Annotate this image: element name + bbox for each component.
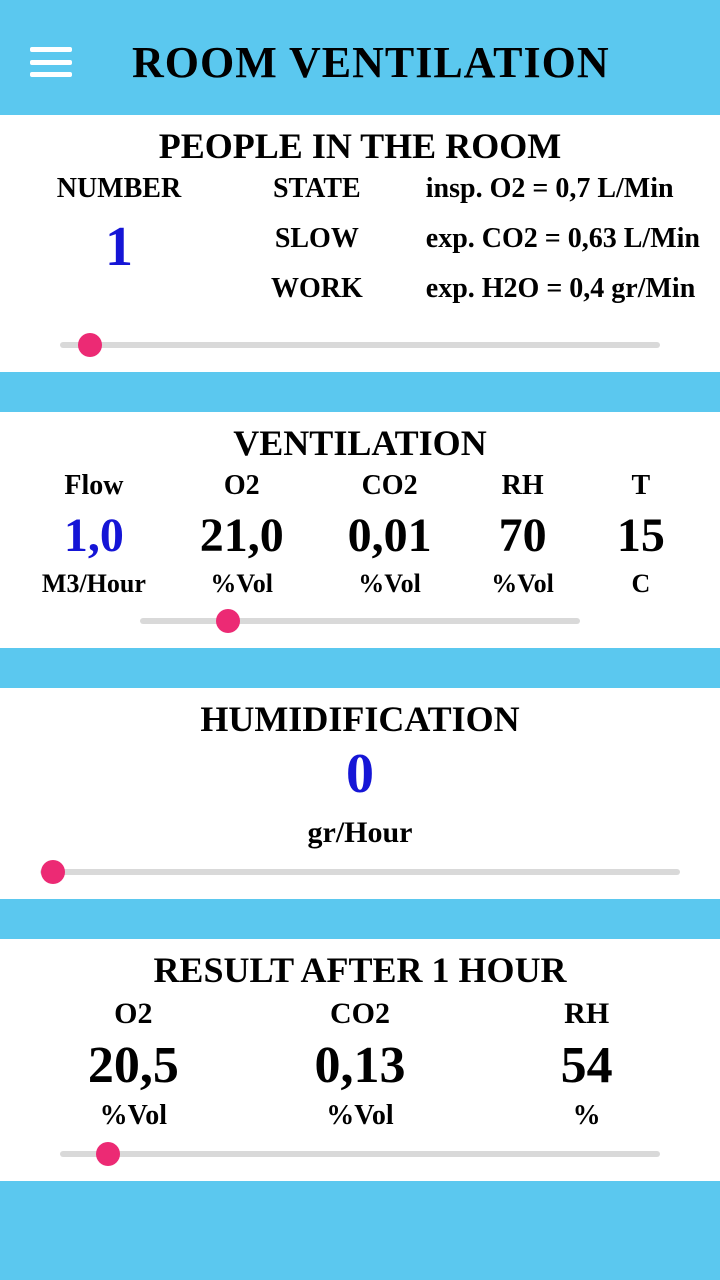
o2-unit: %Vol — [168, 569, 316, 599]
humidification-slider[interactable] — [40, 860, 680, 884]
result-rh-label: RH — [473, 997, 700, 1031]
rh-unit: %Vol — [463, 569, 581, 599]
result-co2-value: 0,13 — [247, 1037, 474, 1094]
result-title: RESULT AFTER 1 HOUR — [20, 949, 700, 991]
state-work[interactable]: WORK — [218, 273, 416, 305]
state-label: STATE — [218, 173, 416, 205]
people-section: PEOPLE IN THE ROOM NUMBER 1 STATE SLOW W… — [0, 115, 720, 372]
ventilation-slider-thumb[interactable] — [216, 609, 240, 633]
result-slider-thumb[interactable] — [96, 1142, 120, 1166]
result-rh-value: 54 — [473, 1037, 700, 1094]
flow-label: Flow — [20, 470, 168, 502]
humidification-unit: gr/Hour — [20, 816, 700, 850]
people-slider-thumb[interactable] — [78, 333, 102, 357]
humidification-value: 0 — [20, 746, 700, 802]
ventilation-title: VENTILATION — [20, 422, 700, 464]
ventilation-section: VENTILATION Flow 1,0 M3/Hour O2 21,0 %Vo… — [0, 412, 720, 648]
people-slider[interactable] — [60, 333, 660, 357]
number-label: NUMBER — [20, 173, 218, 205]
number-value: 1 — [20, 219, 218, 275]
result-co2-label: CO2 — [247, 997, 474, 1031]
app-header: ROOM VENTILATION — [0, 0, 720, 125]
result-o2-value: 20,5 — [20, 1037, 247, 1094]
t-value: 15 — [582, 510, 700, 563]
result-rh-unit: % — [473, 1100, 700, 1132]
t-label: T — [582, 470, 700, 502]
result-section: RESULT AFTER 1 HOUR O2 20,5 %Vol CO2 0,1… — [0, 939, 720, 1181]
humidification-slider-thumb[interactable] — [41, 860, 65, 884]
app-title: ROOM VENTILATION — [132, 37, 610, 88]
ventilation-slider[interactable] — [140, 609, 580, 633]
exp-h2o: exp. H2O = 0,4 gr/Min — [426, 273, 700, 305]
rh-value: 70 — [463, 510, 581, 563]
state-slow[interactable]: SLOW — [218, 223, 416, 255]
flow-value: 1,0 — [20, 510, 168, 563]
result-slider[interactable] — [60, 1142, 660, 1166]
humidification-section: HUMIDIFICATION 0 gr/Hour — [0, 688, 720, 899]
exp-co2: exp. CO2 = 0,63 L/Min — [426, 223, 700, 255]
o2-value: 21,0 — [168, 510, 316, 563]
rh-label: RH — [463, 470, 581, 502]
result-o2-label: O2 — [20, 997, 247, 1031]
flow-unit: M3/Hour — [20, 569, 168, 599]
menu-icon[interactable] — [30, 47, 72, 77]
co2-unit: %Vol — [316, 569, 464, 599]
result-o2-unit: %Vol — [20, 1100, 247, 1132]
insp-o2: insp. O2 = 0,7 L/Min — [426, 173, 700, 205]
o2-label: O2 — [168, 470, 316, 502]
humidification-title: HUMIDIFICATION — [20, 698, 700, 740]
co2-value: 0,01 — [316, 510, 464, 563]
people-title: PEOPLE IN THE ROOM — [20, 125, 700, 167]
result-co2-unit: %Vol — [247, 1100, 474, 1132]
co2-label: CO2 — [316, 470, 464, 502]
t-unit: C — [582, 569, 700, 599]
